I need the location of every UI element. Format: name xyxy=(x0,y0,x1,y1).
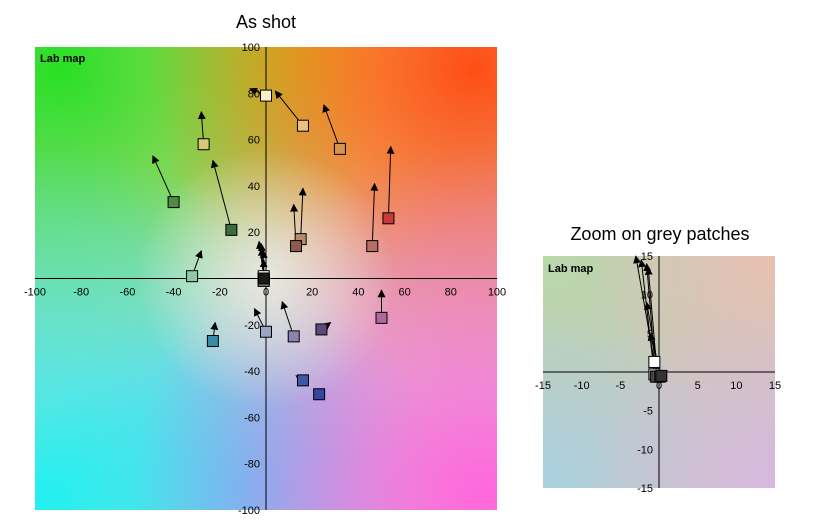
color-patch xyxy=(290,240,303,253)
chart-title: As shot xyxy=(236,12,296,32)
color-patch xyxy=(206,335,219,348)
y-tick-label: 100 xyxy=(242,42,260,54)
x-tick-label: 20 xyxy=(306,287,318,299)
color-patches xyxy=(167,89,395,401)
x-tick-label: 0 xyxy=(656,380,662,392)
x-tick-label: 40 xyxy=(352,287,364,299)
lab-map-chart: As shot Lab map -100 -80 -60 -40 -20 0 20 40 60 8… xyxy=(24,12,506,517)
x-tick-label: -5 xyxy=(615,380,625,392)
zoom-map-label: Lab map xyxy=(548,263,594,275)
color-patch xyxy=(257,272,270,285)
color-patch xyxy=(287,330,300,343)
x-tick-label: -60 xyxy=(119,287,135,299)
x-tick-label: -15 xyxy=(535,380,551,392)
x-tick-label: 15 xyxy=(769,380,781,392)
y-tick-label: -60 xyxy=(244,412,260,424)
color-patch xyxy=(260,325,272,338)
shift-arrow xyxy=(298,187,307,240)
y-tick-label: 40 xyxy=(248,181,260,193)
color-patch xyxy=(225,223,238,236)
y-tick-label: -10 xyxy=(637,444,653,456)
color-patch xyxy=(167,196,180,209)
color-patch xyxy=(382,212,395,225)
x-tick-label: 100 xyxy=(488,287,506,299)
color-patch xyxy=(375,311,388,324)
color-patch xyxy=(655,369,668,382)
lab-map-label: Lab map xyxy=(40,53,86,65)
shift-arrow xyxy=(638,259,655,375)
shift-arrow xyxy=(152,155,175,203)
color-patch xyxy=(333,142,346,155)
x-tick-label: 80 xyxy=(445,287,457,299)
y-tick-label: -100 xyxy=(238,505,260,517)
color-patch xyxy=(186,270,199,283)
y-tick-label: -40 xyxy=(244,366,260,378)
shift-arrow xyxy=(386,145,395,219)
x-tick-label: -80 xyxy=(73,287,89,299)
color-patch xyxy=(648,355,661,368)
y-tick-label: 60 xyxy=(248,135,260,147)
color-patch xyxy=(313,388,326,401)
zoom-chart-title: Zoom on grey patches xyxy=(570,224,749,244)
shift-arrow xyxy=(370,182,379,247)
x-tick-label: -20 xyxy=(212,287,228,299)
x-tick-label: 60 xyxy=(398,287,410,299)
x-tick-label: 0 xyxy=(263,287,269,299)
y-tick-label: 15 xyxy=(641,251,653,263)
color-patch xyxy=(315,323,328,336)
color-patch xyxy=(296,119,309,132)
x-tick-label: -10 xyxy=(574,380,590,392)
shift-arrow xyxy=(322,104,341,150)
color-patch xyxy=(296,374,309,387)
color-patch xyxy=(366,240,379,253)
x-tick-label: -100 xyxy=(24,287,46,299)
shift-arrow xyxy=(210,159,232,231)
color-patch xyxy=(197,138,210,151)
zoom-chart: Zoom on grey patches Lab map -15 -10 -5 0 5 1… xyxy=(535,224,781,495)
y-tick-label: 20 xyxy=(248,227,260,239)
zoom-grey-patches xyxy=(648,355,668,383)
y-tick-label: -5 xyxy=(643,406,653,418)
color-patch xyxy=(260,89,272,102)
x-tick-label: 5 xyxy=(695,380,701,392)
x-tick-label: -40 xyxy=(166,287,182,299)
y-tick-label: -80 xyxy=(244,459,260,471)
y-tick-label: -15 xyxy=(637,483,653,495)
x-tick-label: 10 xyxy=(730,380,742,392)
y-tick-label: -20 xyxy=(244,320,260,332)
